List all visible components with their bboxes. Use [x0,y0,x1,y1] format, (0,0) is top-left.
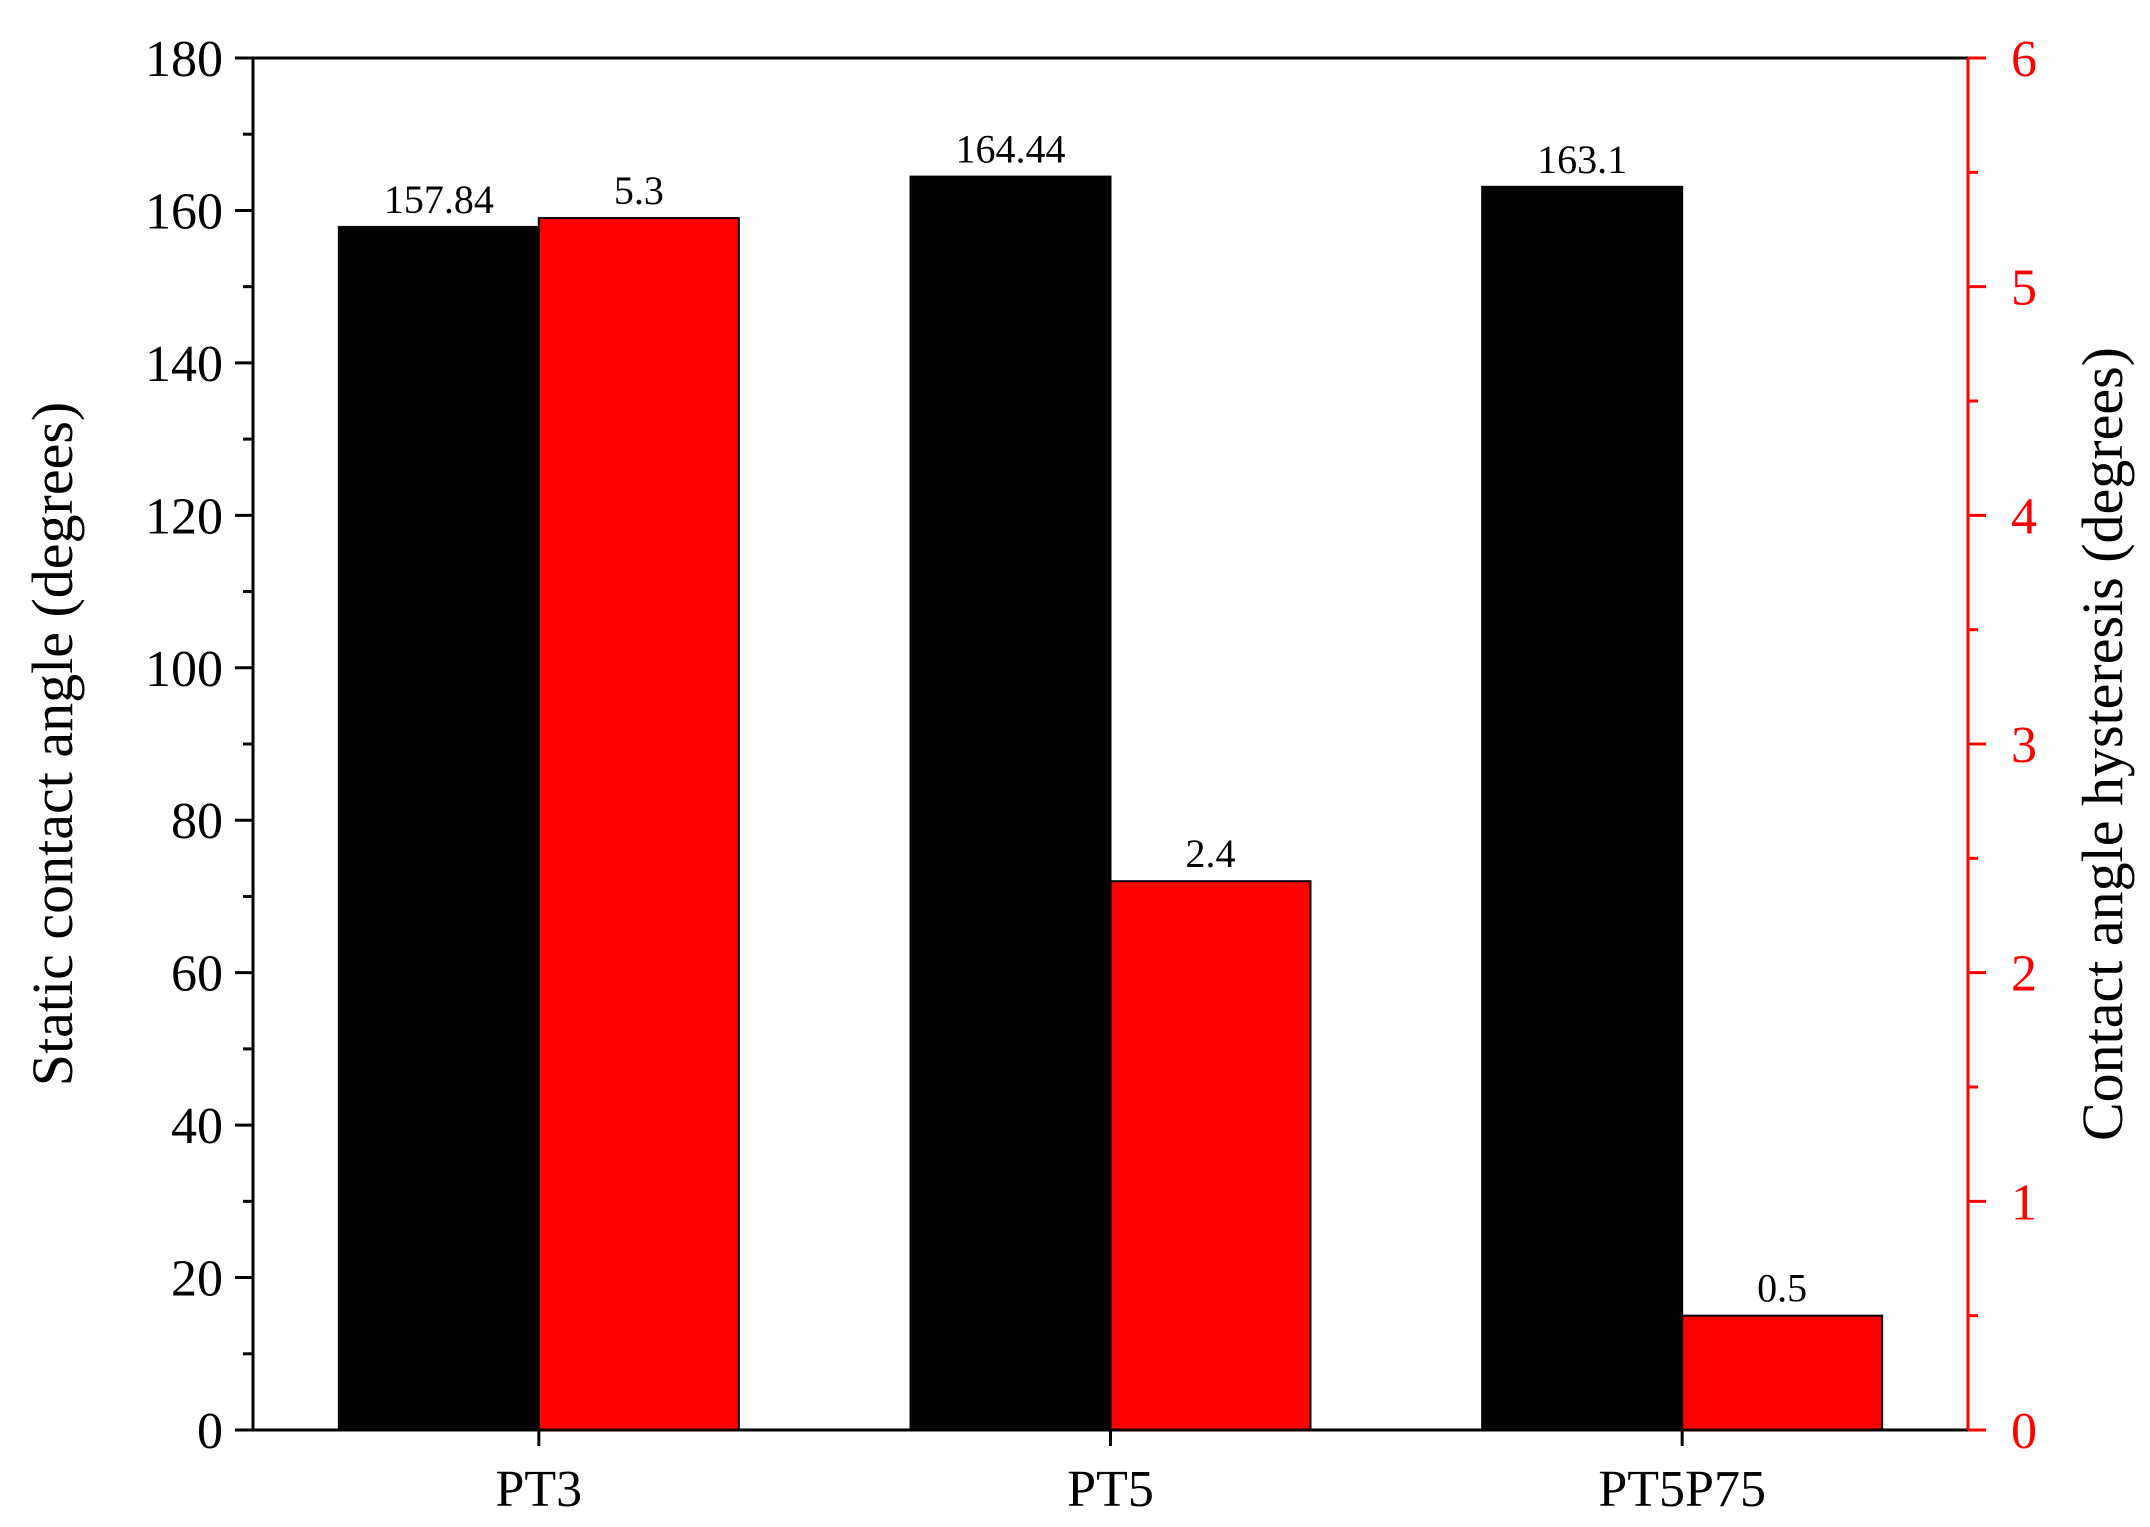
left-y-axis: 0 20 40 60 80 100 120 140 160 180 [145,31,253,1460]
right-tick-label: 6 [2011,31,2037,88]
bar-value-label: 163.1 [1537,137,1627,182]
y2-axis-title: Contact angle hysteresis (degrees) [2070,347,2135,1141]
right-tick-label: 0 [2011,1403,2037,1460]
left-tick-label: 180 [145,31,223,88]
bar-value-label: 0.5 [1757,1266,1807,1311]
left-tick-label: 100 [145,641,223,698]
left-tick-label: 40 [171,1098,223,1155]
right-tick-label: 4 [2011,488,2037,545]
right-tick-label: 3 [2011,717,2037,774]
left-tick-label: 140 [145,336,223,393]
left-tick-label: 20 [171,1251,223,1308]
bar-pt3-hysteresis [537,217,740,1432]
bar-pt5-static [909,175,1112,1431]
bar-pt5-hysteresis [1109,880,1312,1431]
right-tick-label: 2 [2011,946,2037,1003]
bar-value-label: 157.84 [384,177,494,222]
left-tick-label: 0 [197,1403,223,1460]
bar-labels-layer: 157.84 164.44 163.1 5.3 2.4 0.5 [384,127,1807,1311]
bar-pt3-static [337,225,540,1431]
bars-layer [337,175,1884,1432]
bar-pt5p75-hysteresis [1681,1314,1884,1431]
left-tick-label: 80 [171,793,223,850]
x-axis: PT3 PT5 PT5P75 [495,1430,1766,1518]
right-y-axis: 0 1 2 3 4 5 6 [1966,31,2037,1460]
left-tick-label: 120 [145,488,223,545]
x-category-label: PT5P75 [1598,1461,1766,1518]
bar-value-label: 164.44 [956,127,1066,172]
bar-value-label: 5.3 [614,168,664,213]
right-tick-label: 5 [2011,260,2037,317]
left-tick-label: 60 [171,946,223,1003]
bar-pt5p75-static [1481,185,1684,1431]
x-category-label: PT3 [495,1461,582,1518]
y-axis-title: Static contact angle (degrees) [20,402,85,1086]
left-tick-label: 160 [145,183,223,240]
right-tick-label: 1 [2011,1174,2037,1231]
bar-value-label: 2.4 [1186,831,1236,876]
x-category-label: PT5 [1067,1461,1154,1518]
